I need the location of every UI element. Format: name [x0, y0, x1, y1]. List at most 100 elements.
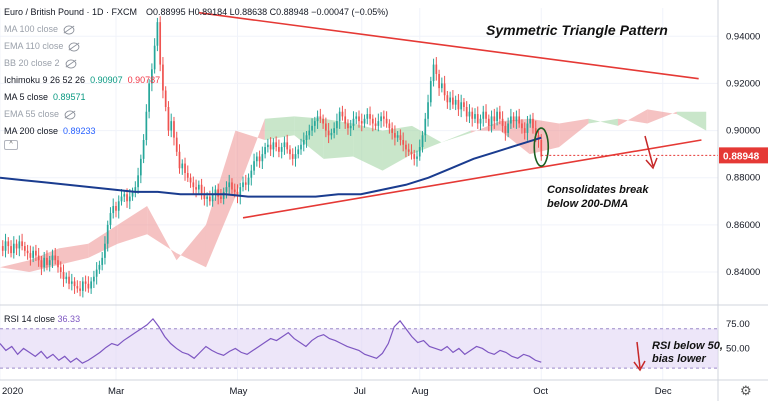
eye-off-icon[interactable]	[64, 110, 76, 119]
candle-body	[247, 177, 250, 185]
candle-body	[148, 83, 150, 112]
candle-body	[349, 125, 352, 129]
gear-icon[interactable]: ⚙	[740, 383, 752, 398]
indicator-bb20[interactable]: BB 20 close 2	[4, 55, 392, 72]
candle-body	[23, 246, 26, 251]
candle-body	[460, 102, 463, 110]
candle-body	[311, 125, 313, 131]
symbol-row[interactable]: Euro / British Pound · 1D · FXCM O0.8899…	[4, 4, 392, 21]
candle-body	[440, 83, 443, 89]
candle-body	[62, 272, 65, 280]
candle-body	[1, 246, 4, 251]
candle-body	[327, 130, 330, 136]
candle-body	[479, 118, 482, 124]
candle-body	[59, 267, 62, 272]
candle-body	[178, 151, 181, 169]
candle-body	[151, 69, 153, 84]
chevron-up-icon[interactable]: ^	[4, 140, 18, 150]
candle-body	[333, 128, 336, 133]
candle-body	[73, 281, 76, 287]
x-tick-label: Oct	[533, 386, 548, 397]
rsi-legend[interactable]: RSI 14 close 36.33	[4, 314, 80, 324]
candle-body	[493, 116, 496, 122]
eye-off-icon[interactable]	[68, 42, 80, 51]
candle-body	[167, 107, 170, 131]
candle-body	[37, 255, 40, 261]
candle-body	[242, 182, 244, 188]
indicator-value: 0.89571	[53, 92, 86, 102]
indicator-label: BB 20 close 2	[4, 58, 60, 68]
candle-body	[377, 121, 380, 126]
candle-body	[106, 224, 109, 244]
indicator-ema55[interactable]: EMA 55 close	[4, 106, 392, 123]
candle-body	[305, 135, 308, 140]
candle-body	[90, 281, 92, 289]
candle-body	[21, 241, 23, 247]
cloud-segment	[382, 125, 412, 171]
note-line: RSI below 50,	[652, 340, 723, 352]
legend-panel: Euro / British Pound · 1D · FXCM O0.8899…	[4, 4, 392, 150]
candle-body	[76, 286, 79, 289]
chart-title-annotation: Symmetric Triangle Pattern	[486, 22, 668, 38]
candle-body	[465, 107, 468, 117]
indicator-ema110[interactable]: EMA 110 close	[4, 38, 392, 55]
indicator-ma5[interactable]: MA 5 close 0.89571	[4, 89, 392, 106]
cloud-segment	[470, 121, 501, 133]
candle-body	[471, 111, 474, 119]
cloud-segment	[676, 111, 707, 131]
eye-off-icon[interactable]	[63, 25, 75, 34]
candle-body	[220, 196, 222, 199]
candle-body	[181, 163, 184, 169]
candle-body	[7, 241, 10, 247]
candle-body	[87, 283, 90, 289]
annotation-marks	[533, 127, 658, 170]
candle-body	[139, 158, 142, 176]
indicator-ichimoku[interactable]: Ichimoku 9 26 52 26 0.90907 0.90787	[4, 72, 392, 89]
candle-body	[278, 147, 280, 152]
candle-body	[101, 257, 104, 265]
candle-body	[253, 161, 255, 171]
eye-off-icon[interactable]	[65, 59, 76, 68]
candle-body	[330, 132, 333, 136]
candle-body	[162, 64, 164, 91]
candle-body	[117, 201, 120, 211]
candle-body	[363, 118, 366, 124]
indicator-ma100[interactable]: MA 100 close	[4, 21, 392, 38]
candle-body	[319, 116, 322, 119]
y-tick-label: 0.84000	[726, 267, 760, 278]
candle-body	[454, 99, 457, 105]
candle-body	[236, 191, 239, 197]
y-tick-label: 0.90000	[726, 126, 760, 137]
candle-body	[261, 154, 264, 162]
candle-body	[264, 147, 266, 155]
candle-body	[394, 132, 396, 138]
candle-body	[184, 163, 186, 173]
candle-body	[402, 140, 405, 145]
indicator-label: EMA 110 close	[4, 41, 64, 51]
candle-body	[84, 281, 87, 284]
cloud-segment	[647, 109, 677, 124]
candle-body	[104, 243, 106, 258]
candle-body	[173, 121, 175, 138]
symbol-name: Euro / British Pound · 1D · FXCM	[4, 7, 138, 17]
rsi-value: 36.33	[57, 314, 81, 324]
indicator-ma200[interactable]: MA 200 close 0.89233	[4, 123, 392, 140]
candle-body	[32, 250, 34, 258]
rsi-line	[0, 317, 542, 364]
candle-body	[145, 111, 148, 140]
candle-body	[427, 102, 429, 119]
candle-body	[159, 22, 162, 65]
cloud-segment	[529, 118, 560, 155]
rsi-arrow-head	[633, 360, 646, 372]
indicator-value: 0.89233	[63, 126, 96, 136]
candle-body	[225, 187, 228, 192]
indicator-label: MA 100 close	[4, 24, 59, 34]
candle-body	[35, 250, 37, 256]
candle-body	[360, 121, 363, 124]
legend-collapse[interactable]: ^	[4, 140, 392, 150]
candle-body	[51, 255, 54, 261]
candle-body	[126, 194, 128, 202]
candle-body	[275, 142, 278, 148]
